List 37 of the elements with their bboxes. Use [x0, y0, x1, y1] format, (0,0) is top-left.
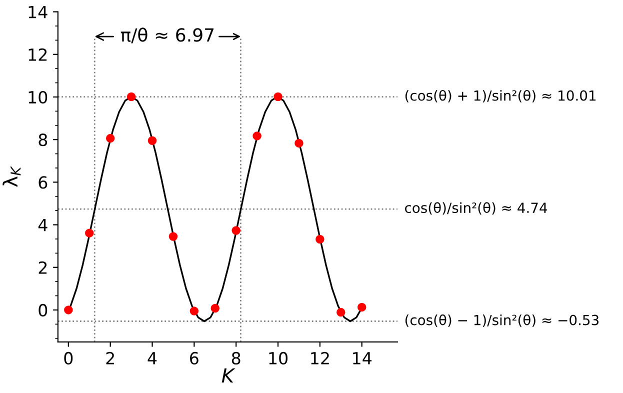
x-tick-label: 8 — [232, 352, 240, 365]
point — [148, 136, 157, 146]
ref-line-label: (cos(θ) − 1)/sin²(θ) ≈ −0.53 — [405, 314, 599, 327]
point — [64, 306, 73, 314]
point — [316, 234, 324, 244]
x-tick-label: 12 — [311, 352, 329, 364]
x-tick-label: 2 — [106, 352, 114, 364]
point — [252, 132, 262, 140]
point — [232, 226, 240, 235]
point — [190, 306, 199, 316]
y-tick-label: 14 — [28, 6, 48, 18]
x-tick-label: 0 — [64, 352, 73, 365]
point — [168, 232, 178, 241]
y-tick-label: 0 — [38, 304, 48, 317]
point — [85, 228, 94, 238]
ref-line-label: (cos(θ) + 1)/sin²(θ) ≈ 10.01 — [405, 90, 596, 102]
x-tick-label: 10 — [269, 352, 288, 365]
point — [106, 134, 115, 143]
y-tick-label: 2 — [38, 261, 47, 274]
ref-line-label: cos(θ)/sin²(θ) ≈ 4.74 — [405, 202, 548, 215]
point — [274, 92, 282, 102]
annotation: π/θ ≈ 6.97 — [120, 28, 214, 44]
point — [336, 308, 346, 317]
y-tick-label: 12 — [28, 48, 47, 61]
point — [294, 138, 304, 148]
y-axis-title: λ$_{K}$ — [2, 166, 21, 187]
point — [210, 304, 220, 313]
y-tick-label: 8 — [38, 134, 48, 146]
y-tick-label: 4 — [38, 218, 48, 232]
x-tick-label: 14 — [353, 352, 372, 364]
point — [126, 92, 136, 102]
point — [357, 302, 366, 312]
x-tick-label: 6 — [190, 352, 198, 365]
y-tick-label: 6 — [38, 176, 48, 189]
x-axis-title: K — [222, 368, 236, 383]
y-tick-label: 10 — [28, 90, 48, 104]
x-tick-label: 4 — [148, 352, 157, 364]
